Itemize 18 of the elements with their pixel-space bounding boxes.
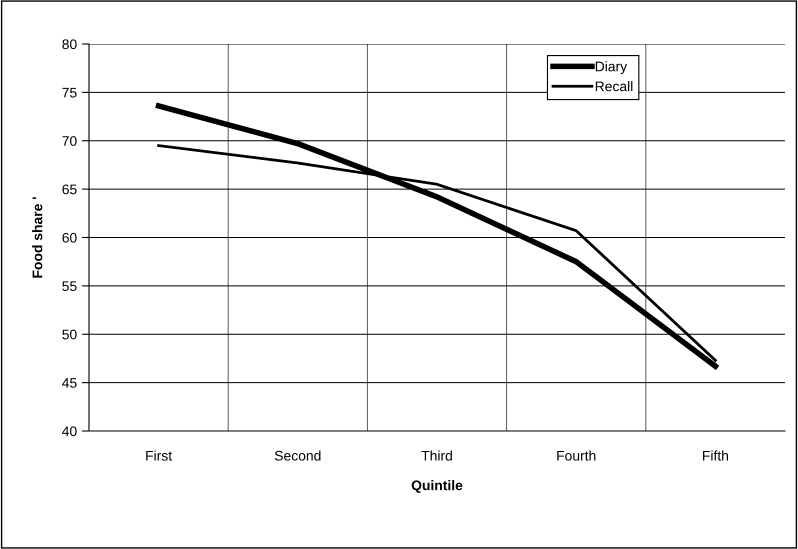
x-axis-title: Quintile	[412, 480, 462, 493]
x-tick-label: Fifth	[703, 450, 728, 461]
x-tick-label: First	[146, 450, 172, 461]
legend-label: Recall	[596, 81, 632, 92]
x-tick-label: Second	[274, 450, 320, 461]
y-tick-label: 45	[62, 378, 77, 388]
y-tick-label: 50	[62, 330, 77, 340]
y-axis-title: Food share '	[32, 197, 42, 278]
x-tick-label: Fourth	[557, 450, 596, 461]
y-tick-label: 55	[62, 281, 77, 292]
y-tick-label: 70	[62, 136, 77, 146]
y-tick-label: 40	[62, 426, 77, 436]
legend-label: Diary	[596, 61, 628, 74]
y-tick-label: 75	[62, 88, 77, 98]
x-tick-label: Third	[421, 450, 452, 461]
y-tick-label: 60	[62, 232, 77, 243]
y-tick-label: 80	[62, 39, 77, 50]
y-tick-label: 65	[62, 184, 77, 194]
